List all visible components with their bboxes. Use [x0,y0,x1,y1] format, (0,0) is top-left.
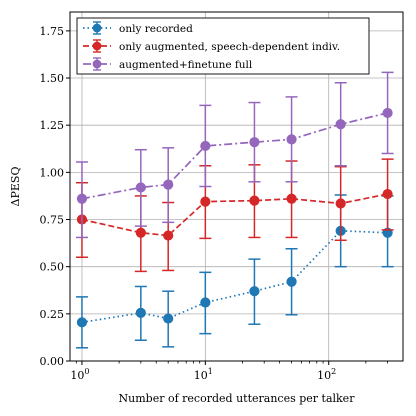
y-tick-label: 1.75 [40,25,65,38]
y-tick-label: 0.25 [40,308,65,321]
data-point [200,140,211,152]
x-tick-label: 101 [194,367,213,382]
data-point [249,137,260,148]
x-tick-label: 100 [70,367,89,382]
legend-marker [92,59,102,69]
data-point [135,227,146,238]
data-point [163,230,174,241]
y-tick-label: 0.75 [40,214,65,227]
data-point [163,313,174,324]
x-axis-label: Number of recorded utterances per talker [119,392,356,405]
data-point [335,119,346,130]
data-point [286,193,297,204]
series-0 [75,194,394,349]
legend-box [76,17,370,75]
y-tick-label: 0.50 [40,261,65,274]
legend: only recorded only augmented, speech-depe… [76,17,370,75]
data-point [135,307,146,318]
series-layer [75,71,394,349]
data-point [335,198,346,209]
legend-marker [92,41,102,51]
legend-label: augmented+finetune full [119,59,253,71]
legend-item-1: only augmented, speech-dependent indiv. [83,39,340,53]
data-point [76,193,88,204]
data-point [249,195,260,206]
series-2 [75,71,394,239]
x-tick-label: 102 [317,367,336,382]
plot-frame [69,11,404,362]
y-tick-label: 1.25 [40,119,65,132]
y-tick-label: 1.50 [40,72,65,85]
legend-marker [92,23,102,33]
legend-label: only recorded [119,23,193,35]
data-point [135,182,146,193]
data-point [382,107,393,119]
data-point [286,134,297,145]
y-tick-label: 1.00 [40,166,65,179]
legend-item-2: augmented+finetune full [83,57,253,71]
data-point [163,179,174,190]
data-point [200,297,211,308]
y-axis-label: ΔPESQ [9,167,22,207]
ticks: 0.00 0.25 0.50 0.75 1.00 1.25 1.50 1.75 100 101 10… [40,25,388,382]
legend-label: only augmented, speech-dependent indiv. [119,41,340,53]
y-tick-label: 0.00 [40,355,65,368]
data-point [200,196,211,207]
data-point [249,286,260,297]
data-point [286,276,297,287]
legend-item-0: only recorded [83,21,193,35]
data-point [382,188,393,200]
data-point [76,317,88,328]
series-line [81,229,388,324]
series-1 [75,158,394,273]
